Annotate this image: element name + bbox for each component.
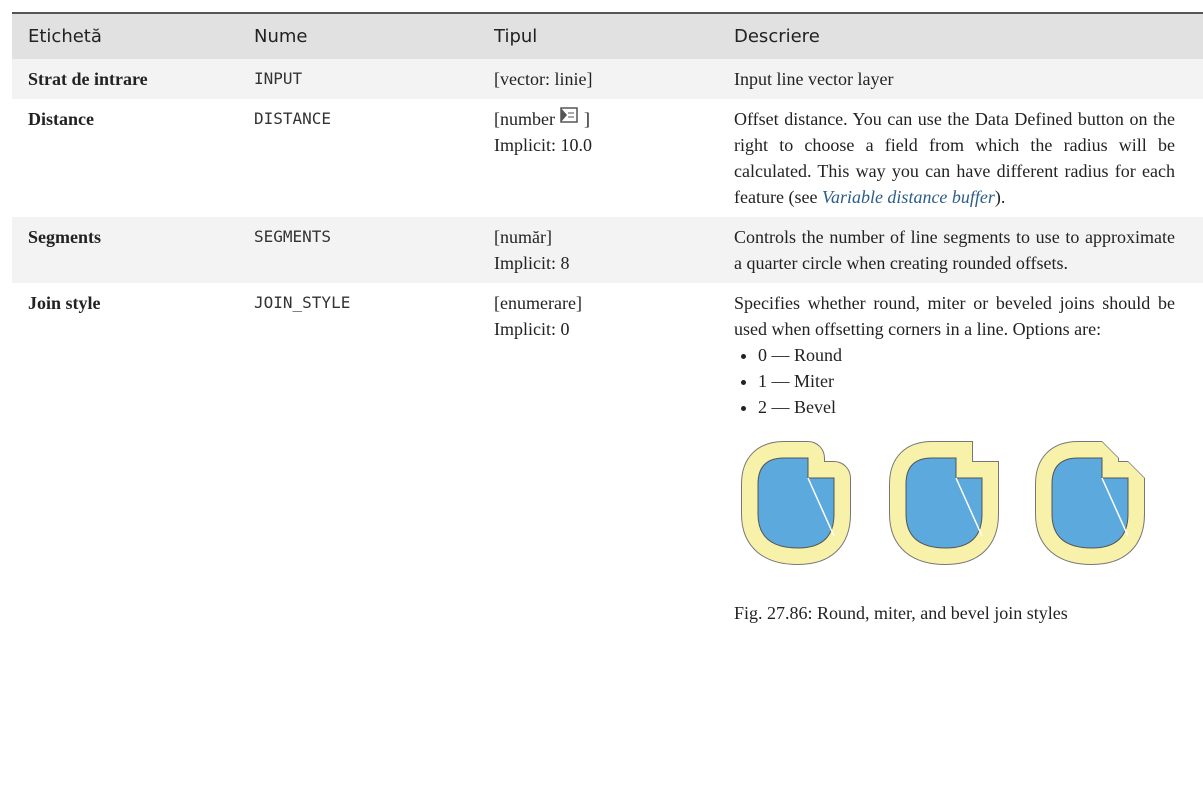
option: 1 — Miter (758, 368, 1175, 394)
default: Implicit: 10.0 (494, 135, 592, 155)
description: Controls the number of line segments to … (734, 227, 1175, 273)
description: Input line vector layer (734, 69, 894, 89)
table-row: Distance DISTANCE [number ] Implicit: 10… (12, 99, 1203, 217)
default: Implicit: 0 (494, 319, 570, 339)
label: Strat de intrare (28, 69, 148, 89)
table-row: Strat de intrare INPUT [vector: linie] I… (12, 59, 1203, 99)
name: JOIN_STYLE (254, 293, 351, 312)
type-cell: [număr] Implicit: 8 (494, 224, 734, 276)
name: DISTANCE (254, 109, 332, 128)
option: 2 — Bevel (758, 394, 1175, 420)
link[interactable]: Variable distance buffer (821, 187, 995, 207)
description-cell: Offset distance. You can use the Data De… (734, 106, 1175, 210)
header-cell: Etichetă (28, 26, 102, 47)
type: ] (583, 109, 590, 129)
label: Join style (28, 293, 101, 313)
table-header: Etichetă Nume Tipul Descriere (12, 14, 1203, 59)
option: 0 — Round (758, 342, 1175, 368)
name: SEGMENTS (254, 227, 332, 246)
table-row: Join style JOIN_STYLE [enumerare] Implici… (12, 283, 1203, 633)
header-cell: Tipul (494, 26, 538, 47)
description-cell: Specifies whether round, miter or bevele… (734, 290, 1175, 626)
data-defined-icon (560, 107, 579, 123)
figure-caption: Fig. 27.86: Round, miter, and bevel join… (734, 603, 1068, 623)
default: Implicit: 8 (494, 253, 570, 273)
options-list: 0 — Round 1 — Miter 2 — Bevel (734, 342, 1175, 420)
type-cell: [enumerare] Implicit: 0 (494, 290, 734, 626)
name: INPUT (254, 69, 303, 88)
type: [number (494, 109, 555, 129)
label: Distance (28, 109, 94, 129)
description: Offset distance. You can use the Data De… (734, 109, 1175, 207)
description: ). (994, 187, 1006, 207)
type: [enumerare] (494, 293, 582, 313)
parameter-table: Etichetă Nume Tipul Descriere Strat de i… (12, 12, 1203, 633)
type-cell: [number ] Implicit: 10.0 (494, 106, 734, 210)
join-style-figure (734, 428, 1175, 578)
type: [vector: linie] (494, 69, 593, 89)
header-cell: Descriere (734, 26, 820, 47)
table-row: Segments SEGMENTS [număr] Implicit: 8 Con… (12, 217, 1203, 283)
header-cell: Nume (254, 26, 308, 47)
description: Specifies whether round, miter or bevele… (734, 293, 1175, 339)
label: Segments (28, 227, 101, 247)
type: [număr] (494, 227, 552, 247)
